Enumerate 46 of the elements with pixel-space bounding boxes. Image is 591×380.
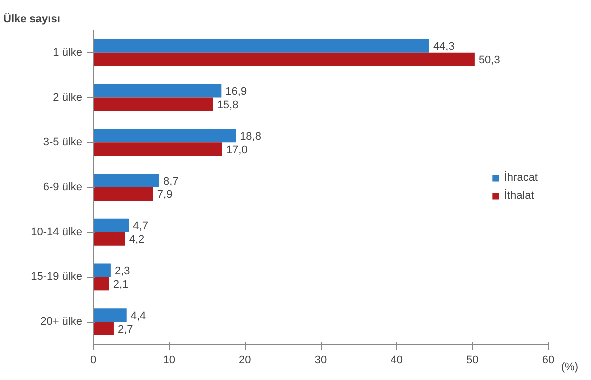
x-axis-title: (%) <box>561 362 578 374</box>
x-tick-label: 50 <box>466 354 479 366</box>
x-tick-label: 40 <box>390 354 403 366</box>
bar <box>94 129 236 143</box>
data-label: 17,0 <box>226 144 248 156</box>
x-tick-label: 10 <box>163 354 176 366</box>
y-tick-label: 3-5 ülke <box>43 136 83 149</box>
data-label: 4,4 <box>130 310 146 322</box>
y-axis-title: Ülke sayısı <box>4 12 60 26</box>
bar <box>94 188 154 201</box>
bar <box>94 277 110 291</box>
bar <box>94 142 222 156</box>
bar <box>94 308 127 322</box>
x-tick-label: 20 <box>239 354 252 366</box>
y-tick-label: 20+ ülke <box>40 316 83 328</box>
y-tick-label: 1 ülke <box>53 46 83 59</box>
data-label: 7,9 <box>157 189 173 202</box>
data-label: 18,8 <box>240 130 262 143</box>
data-label: 16,9 <box>226 86 248 98</box>
x-tick-label: 30 <box>314 354 328 366</box>
data-label: 44,3 <box>433 41 455 54</box>
data-label: 4,7 <box>133 220 148 233</box>
bar <box>94 84 222 98</box>
y-tick-label: 10-14 ülke <box>31 226 83 238</box>
data-label: 50,3 <box>478 54 500 67</box>
bar <box>94 264 111 278</box>
bar <box>94 98 214 112</box>
x-tick-label: 0 <box>90 354 97 366</box>
x-tick-label: 60 <box>542 354 555 366</box>
data-label: 2,3 <box>114 265 130 278</box>
y-tick-label: 2 ülke <box>53 92 83 104</box>
bar <box>94 52 475 66</box>
bar <box>94 39 430 53</box>
bar <box>94 174 160 188</box>
y-tick-label: 6-9 ülke <box>43 182 83 194</box>
bar <box>94 218 130 232</box>
data-label: 4,2 <box>129 234 145 246</box>
bar <box>94 322 114 336</box>
data-label: 2,7 <box>118 324 134 336</box>
data-label: 2,1 <box>113 278 129 291</box>
legend-label: İhracat <box>504 172 538 184</box>
legend-label: İthalat <box>504 190 534 202</box>
data-label: 8,7 <box>163 176 179 188</box>
y-tick-label: 15-19 ülke <box>31 271 83 284</box>
bar <box>94 232 126 246</box>
data-label: 15,8 <box>217 100 239 112</box>
